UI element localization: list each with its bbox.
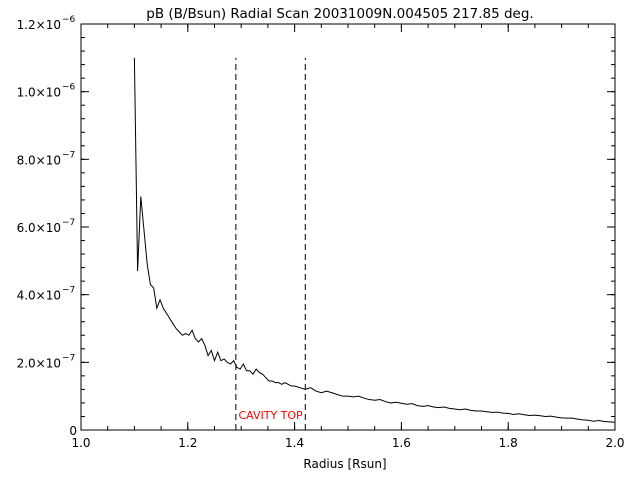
reference-lines — [235, 57, 306, 430]
y-tick-exponent: −7 — [62, 150, 75, 160]
y-tick-label-group: 6.0×10 −7 — [17, 218, 76, 235]
x-tick-label: 1.8 — [499, 436, 518, 450]
y-tick-label: 4.0×10 — [17, 289, 61, 303]
chart-title: pB (B/Bsun) Radial Scan 20031009N.004505… — [146, 6, 533, 22]
y-tick-label: 6.0×10 — [17, 221, 61, 235]
x-tick-label: 2.0 — [605, 436, 624, 450]
y-tick-exponent: −7 — [62, 286, 75, 296]
x-tick-label: 1.6 — [392, 436, 411, 450]
plot-border — [80, 23, 616, 431]
x-tick-label: 1.0 — [71, 436, 90, 450]
y-tick-label-group: 1.2×10 −6 — [17, 15, 76, 32]
annotations: CAVITY TOP — [238, 409, 303, 422]
axis-ticks — [80, 23, 616, 431]
y-tick-label: 0 — [69, 424, 77, 438]
y-tick-label: 1.2×10 — [17, 18, 61, 32]
x-tick-label: 1.4 — [285, 436, 304, 450]
y-tick-label: 2.0×10 — [17, 356, 61, 370]
y-tick-label-group: 1.0×10 −6 — [17, 83, 76, 100]
y-tick-label: 1.0×10 — [17, 86, 61, 100]
plot-frame — [80, 23, 616, 431]
cavity-top-label: CAVITY TOP — [238, 409, 303, 422]
y-tick-label: 8.0×10 — [17, 153, 61, 167]
y-tick-label-group: 8.0×10 −7 — [17, 150, 76, 167]
y-tick-label-group: 0 — [69, 424, 77, 438]
y-tick-label-group: 2.0×10 −7 — [17, 353, 76, 370]
x-axis-label: Radius [Rsun] — [303, 457, 386, 471]
y-tick-exponent: −7 — [62, 353, 75, 363]
y-tick-exponent: −6 — [62, 15, 76, 25]
series-line — [133, 57, 616, 423]
y-tick-label-group: 4.0×10 −7 — [17, 286, 76, 303]
y-tick-exponent: −6 — [62, 83, 76, 93]
tick-labels: 1.0 1.2 1.4 1.6 1.8 2.002.0×10 −74.0×10 −76.0×1… — [17, 15, 625, 450]
x-tick-label: 1.2 — [178, 436, 197, 450]
y-tick-exponent: −7 — [62, 218, 75, 228]
